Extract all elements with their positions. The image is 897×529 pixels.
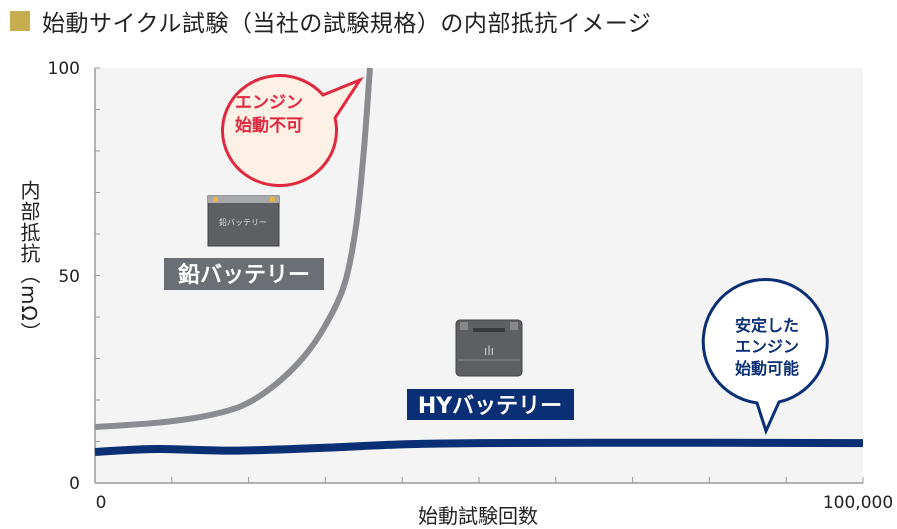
bubble-text: 安定した	[735, 316, 799, 335]
bubble-shape	[221, 74, 364, 187]
stable-engine-start-bubble: 安定した エンジン 始動可能	[701, 278, 829, 436]
y-tick-label: 0	[69, 474, 80, 494]
svg-text:鉛バッテリー: 鉛バッテリー	[178, 262, 310, 288]
svg-text:ılı: ılı	[484, 344, 494, 358]
bubble-text: 始動可能	[735, 359, 799, 378]
bubble-text: エンジン	[235, 93, 303, 113]
y-tick-label: 100	[48, 59, 80, 79]
lead-battery-icon: 鉛バッテリー	[207, 195, 280, 247]
title-marker-icon	[10, 11, 30, 31]
svg-text:HYバッテリー: HYバッテリー	[418, 394, 562, 419]
x-tick-label: 100,000	[823, 493, 893, 513]
engine-start-failure-bubble: エンジン 始動不可	[221, 74, 364, 187]
bubble-text: エンジン	[735, 337, 799, 356]
hy-battery-icon: ılı	[455, 319, 523, 377]
hy-battery-series-line	[94, 438, 864, 456]
bubble-text: 始動不可	[235, 115, 303, 136]
bubble-shape	[701, 278, 829, 436]
lead-battery-series-line	[94, 67, 373, 430]
y-axis-title: 内部抵抗（mΩ）	[17, 180, 41, 343]
chart-title-text: 始動サイクル試験（当社の試験規格）の内部抵抗イメージ	[42, 11, 652, 37]
svg-text:鉛バッテリー: 鉛バッテリー	[219, 217, 267, 227]
hy-battery-label: HYバッテリー	[407, 389, 574, 420]
chart-title: 始動サイクル試験（当社の試験規格）の内部抵抗イメージ	[10, 4, 651, 38]
x-tick-label: 0	[96, 493, 107, 513]
lead-battery-label: 鉛バッテリー	[164, 258, 324, 290]
x-axis-title: 始動試験回数	[418, 504, 538, 528]
y-tick-label: 50	[58, 267, 80, 287]
